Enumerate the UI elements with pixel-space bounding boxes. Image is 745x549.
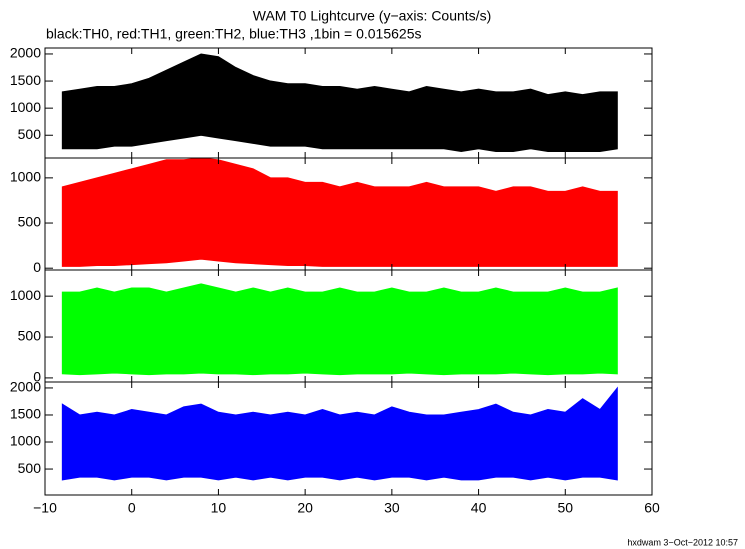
y-tick-label: 500 bbox=[18, 460, 42, 476]
x-tick-label: 0 bbox=[128, 500, 136, 516]
y-tick-label: 2000 bbox=[10, 379, 41, 395]
y-tick-label: 500 bbox=[18, 328, 42, 344]
footer: hxdwam 3−Oct−2012 10:57 bbox=[627, 537, 738, 547]
x-tick-label: −10 bbox=[33, 500, 57, 516]
chart-subtitle: black:TH0, red:TH1, green:TH2, blue:TH3 … bbox=[46, 26, 421, 42]
x-tick-label: 50 bbox=[557, 500, 573, 516]
x-tick-label: 60 bbox=[644, 500, 660, 516]
signal-band bbox=[61, 157, 618, 267]
signal-band bbox=[61, 386, 618, 481]
y-tick-label: 1000 bbox=[10, 99, 41, 115]
y-tick-label: 1000 bbox=[10, 169, 41, 185]
x-tick-label: 20 bbox=[297, 500, 313, 516]
y-tick-label: 1000 bbox=[10, 433, 41, 449]
y-tick-label: 1500 bbox=[10, 72, 41, 88]
x-tick-label: 10 bbox=[211, 500, 227, 516]
x-tick-label: 30 bbox=[384, 500, 400, 516]
chart-title: WAM T0 Lightcurve (y−axis: Counts/s) bbox=[253, 8, 491, 24]
y-tick-label: 1500 bbox=[10, 406, 41, 422]
y-tick-label: 500 bbox=[18, 126, 42, 142]
y-tick-label: 2000 bbox=[10, 45, 41, 61]
signal-band bbox=[61, 53, 618, 153]
panel-frame bbox=[44, 381, 653, 496]
signal-band bbox=[61, 283, 618, 376]
y-tick-label: 500 bbox=[18, 214, 42, 230]
y-tick-label: 1000 bbox=[10, 287, 41, 303]
x-tick-label: 40 bbox=[471, 500, 487, 516]
y-tick-label: 0 bbox=[33, 259, 41, 275]
y-tick-label: 0 bbox=[33, 369, 41, 385]
